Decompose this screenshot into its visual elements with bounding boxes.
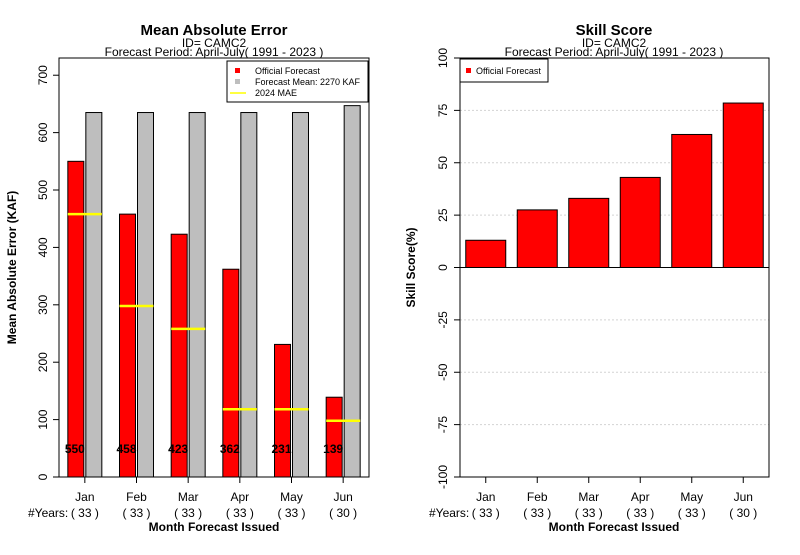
chart1-x-tick-label: Mar [178,490,199,504]
chart1-legend-swatch-official [235,68,240,73]
chart1-y-axis-title: Mean Absolute Error (KAF) [5,191,19,345]
chart1-legend-label-mae: 2024 MAE [255,88,297,98]
chart1-y-tick-label: 200 [36,352,50,372]
chart1-bar-official [119,213,136,478]
chart1-bar-official [325,396,343,478]
chart2-x-tick-label: Feb [527,490,548,504]
chart1-years-count: ( 33 ) [174,506,202,520]
chart1-x-tick-label: Apr [230,490,249,504]
chart1-x-tick-label: Jan [75,490,94,504]
chart1-legend-label-forecast-mean: Forecast Mean: 2270 KAF [255,77,361,87]
chart1-data-label: 362 [220,442,240,456]
chart2-years-count: ( 33 ) [626,506,654,520]
chart2-years-count: ( 33 ) [575,506,603,520]
chart1-bar-official [274,343,291,478]
chart2-x-axis-title: Month Forecast Issued [549,520,680,534]
chart1-bar-official [67,160,85,478]
chart2-bar-skill [465,239,507,268]
chart1-y-tick-label: 300 [36,294,50,314]
chart1-y-tick-label: 100 [36,409,50,429]
chart1-y-tick-label: 700 [36,65,50,85]
chart1-years-count: ( 33 ) [71,506,99,520]
chart1-bar-forecast-mean [292,112,309,478]
chart2-years-count: ( 33 ) [678,506,706,520]
chart2-legend-label-official: Official Forecast [476,66,541,76]
chart1-y-tick-label: 500 [36,180,50,200]
chart1-x-tick-label: Feb [126,490,147,504]
chart1-years-count: ( 33 ) [226,506,254,520]
chart2-y-tick-label: 0 [436,264,450,271]
chart1-title: Mean Absolute Error [141,22,288,39]
chart1-legend-label-official: Official Forecast [255,66,320,76]
chart2-bar-skill [516,209,558,268]
chart2-y-tick-label: -100 [436,465,450,489]
chart1-bar-forecast-mean [85,112,103,478]
chart2-plot-frame [459,57,770,478]
chart1-y-tick-label: 0 [36,473,50,480]
chart2-years-count: ( 33 ) [523,506,551,520]
chart1-data-label: 423 [168,442,188,456]
chart1-bar-forecast-mean [240,112,258,478]
chart1-bar-forecast-mean [188,112,206,478]
chart2-years-count: ( 30 ) [729,506,757,520]
chart2-legend-box [459,58,549,83]
chart2-years-label: #Years: [429,506,469,520]
chart1-subtitle-period: Forecast Period: April-July( 1991 - 2023… [105,45,324,59]
chart2-bar-skill [568,197,610,269]
chart2-y-tick-label: 50 [436,156,450,170]
chart1-x-axis-title: Month Forecast Issued [149,520,280,534]
chart1-years-count: ( 33 ) [122,506,150,520]
chart2-subtitle-period: Forecast Period: April-July( 1991 - 2023… [505,45,724,59]
chart2-y-tick-label: -50 [436,363,450,381]
chart2-bar-skill [671,133,713,268]
chart2-y-tick-label: -25 [436,311,450,329]
chart2-x-tick-label: Apr [631,490,650,504]
chart1-plot-frame [58,57,370,478]
chart2-y-tick-label: 75 [436,103,450,117]
chart2-x-tick-label: Mar [578,490,599,504]
chart1-years-count: ( 33 ) [277,506,305,520]
chart2-y-axis-title: Skill Score(%) [404,227,418,307]
chart1-x-tick-label: May [280,490,303,504]
chart2-x-tick-label: Jan [476,490,495,504]
chart1-legend-swatch-forecast-mean [235,79,240,84]
chart1-bar-official [170,233,188,478]
chart1-data-label: 139 [323,442,343,456]
chart2-bar-skill [619,176,661,268]
chart2-x-tick-label: May [680,490,703,504]
chart1-x-tick-label: Jun [333,490,352,504]
chart1-data-label: 550 [65,442,85,456]
chart2-years-count: ( 33 ) [472,506,500,520]
chart2-x-tick-label: Jun [734,490,753,504]
chart1-data-label: 231 [271,442,291,456]
chart2-legend-swatch-official [466,68,471,73]
chart1-y-tick-label: 600 [36,122,50,142]
chart1-years-label: #Years: [28,506,68,520]
chart2-y-tick-label: 25 [436,208,450,222]
chart1-subtitle-id: ID= CAMC2 [182,36,247,50]
chart1-y-tick-label: 400 [36,237,50,257]
chart1-data-label: 458 [116,442,136,456]
chart2-y-tick-label: -75 [436,416,450,434]
chart2-bar-skill [722,102,764,269]
chart2-y-tick-label: 100 [436,48,450,68]
chart1-bar-forecast-mean [137,112,154,478]
chart1-years-count: ( 30 ) [329,506,357,520]
chart1-legend-box [226,60,369,103]
chart2-subtitle-id: ID= CAMC2 [582,36,647,50]
chart2-title: Skill Score [576,22,653,39]
